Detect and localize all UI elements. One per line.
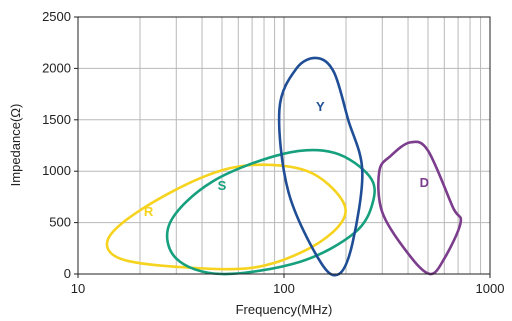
- y-tick-label: 1000: [42, 163, 71, 178]
- y-tick-label: 1500: [42, 112, 71, 127]
- grid: [78, 17, 490, 274]
- y-tick-label: 2000: [42, 60, 71, 75]
- y-tick-label: 500: [49, 215, 71, 230]
- y-tick-label: 2500: [42, 9, 71, 24]
- x-tick-label: 1000: [476, 281, 505, 296]
- region-s-label: S: [218, 178, 227, 193]
- region-y-label: Y: [316, 99, 325, 114]
- region-s-outline: [165, 148, 376, 276]
- x-axis-label: Frequency(MHz): [236, 302, 333, 317]
- x-tick-label: 100: [273, 281, 295, 296]
- ticks: 0 500 1000 1500 2000 2500 10 100 1000: [42, 9, 504, 296]
- x-tick-label: 10: [71, 281, 85, 296]
- region-y-outline: [277, 56, 364, 277]
- region-d-label: D: [420, 175, 429, 190]
- region-d-outline: [377, 140, 463, 276]
- regions: R S Y D: [105, 56, 463, 277]
- y-tick-label: 0: [64, 266, 71, 281]
- region-r-label: R: [144, 204, 154, 219]
- region-r-outline: [105, 163, 347, 271]
- y-axis-label: Impedance(Ω): [8, 104, 23, 187]
